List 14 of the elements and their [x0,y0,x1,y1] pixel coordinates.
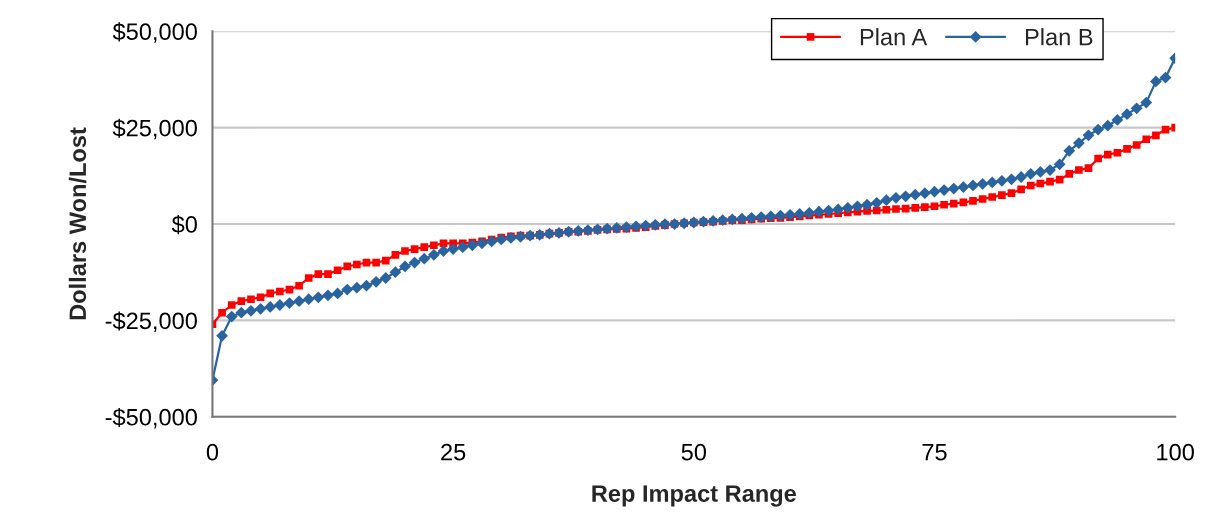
y-tick-label: $50,000 [112,22,197,43]
x-tick-label: 100 [1157,443,1194,461]
legend-label: Plan B [1025,28,1093,46]
y-tick-label: $25,000 [112,118,197,140]
legend-label: Plan A [860,28,928,46]
x-tick-label: 25 [441,443,466,461]
y-axis-title: Dollars Won/Lost [68,127,87,320]
x-tick-label: 50 [681,443,707,461]
y-tick-label: $0 [171,215,197,235]
x-axis-title: Rep Impact Range [592,485,796,507]
x-tick-label: 75 [922,444,947,461]
x-tick-label: 0 [206,443,219,461]
y-tick-label: -$50,000 [105,407,197,429]
y-tick-label: -$25,000 [105,311,197,332]
